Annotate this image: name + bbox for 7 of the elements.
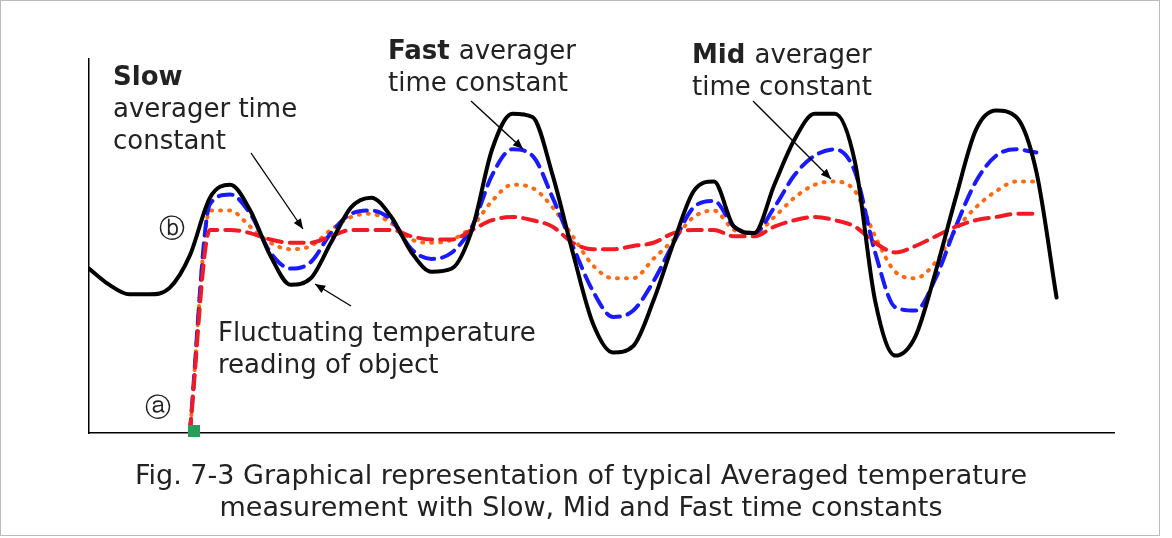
annotation: ⓑ bbox=[159, 212, 185, 243]
text: Mid averager time constant bbox=[692, 39, 873, 101]
text: Fluctuating temperature reading of object bbox=[218, 317, 536, 379]
text: Slow averager time constant bbox=[113, 61, 298, 155]
text: Fast averager time constant bbox=[388, 35, 577, 97]
annotation: ⓐ bbox=[145, 391, 171, 422]
text: Fig. 7-3 Graphical representation of typical Averaged temperature measurement with Slow, Mid and Fast time constants bbox=[133, 459, 1028, 523]
